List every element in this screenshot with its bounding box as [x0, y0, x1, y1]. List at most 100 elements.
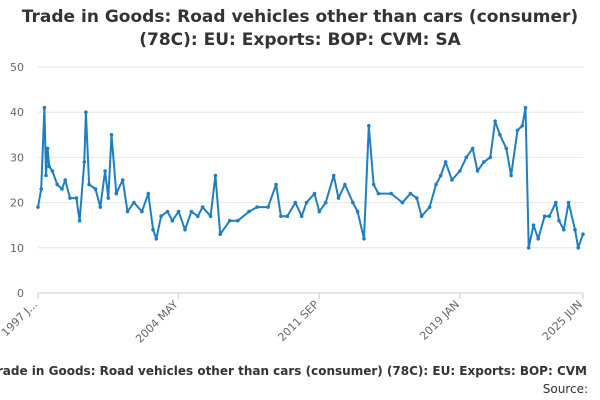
data-point-57	[351, 200, 355, 205]
data-point-39	[218, 232, 222, 236]
data-point-81	[504, 146, 509, 151]
data-point-72	[450, 178, 454, 182]
data-point-13	[82, 160, 87, 164]
data-point-6	[50, 169, 55, 173]
data-point-38	[213, 173, 218, 178]
data-point-2	[42, 105, 47, 110]
legend-caption: Trade in Goods: Road vehicles other than…	[0, 364, 587, 378]
data-point-4	[45, 146, 50, 151]
data-point-95	[573, 227, 577, 232]
data-point-17	[98, 205, 103, 209]
x-tick-label-2: 2011 SEP	[275, 298, 321, 344]
data-point-31	[170, 218, 175, 223]
data-point-70	[439, 173, 443, 178]
data-point-61	[371, 182, 376, 187]
data-point-62	[376, 191, 381, 196]
data-point-26	[146, 191, 151, 196]
data-point-82	[509, 173, 513, 178]
data-point-83	[515, 128, 520, 133]
data-point-34	[189, 209, 194, 214]
data-point-53	[323, 200, 328, 205]
data-point-91	[554, 200, 558, 205]
data-point-92	[557, 218, 561, 223]
data-point-78	[488, 155, 493, 160]
data-point-37	[208, 214, 213, 218]
data-point-54	[331, 173, 336, 178]
chart-title-line-2: (78C): EU: Exports: BOP: CVM: SA	[139, 30, 461, 50]
data-point-86	[526, 246, 531, 250]
data-point-58	[355, 209, 360, 214]
data-point-9	[63, 178, 67, 182]
data-point-10	[68, 196, 72, 200]
data-point-19	[106, 196, 111, 200]
data-point-63	[389, 191, 394, 196]
data-point-32	[176, 209, 181, 214]
data-point-50	[304, 200, 309, 205]
data-point-35	[196, 214, 200, 218]
x-tick-label-0: 1997 J...	[0, 298, 40, 339]
data-point-90	[547, 214, 552, 218]
y-tick-label-0: 0	[17, 287, 24, 300]
data-point-18	[103, 169, 107, 173]
data-point-5	[47, 164, 51, 169]
data-point-77	[482, 160, 486, 164]
data-point-87	[531, 223, 536, 227]
y-tick-label-50: 50	[10, 61, 24, 74]
data-point-27	[151, 227, 155, 232]
data-point-28	[154, 237, 159, 241]
data-point-89	[542, 214, 547, 218]
data-point-73	[458, 169, 462, 173]
x-tick-label-1: 2004 MAY	[133, 298, 181, 346]
data-point-75	[470, 146, 475, 151]
y-tick-label-10: 10	[10, 242, 24, 255]
data-point-20	[109, 133, 114, 137]
data-point-45	[274, 182, 278, 187]
x-tick-label-4: 2025 JUN	[540, 298, 585, 343]
data-point-59	[362, 237, 366, 241]
data-point-65	[408, 191, 413, 196]
data-point-96	[576, 246, 580, 250]
data-point-21	[114, 191, 119, 196]
data-point-15	[87, 182, 91, 187]
data-point-16	[93, 187, 98, 191]
data-point-66	[415, 196, 419, 200]
data-point-68	[427, 205, 432, 209]
data-point-74	[464, 155, 469, 160]
data-point-48	[293, 200, 298, 205]
data-point-41	[236, 218, 240, 223]
data-point-51	[312, 191, 317, 196]
y-tick-label-40: 40	[10, 106, 24, 119]
data-point-93	[562, 227, 566, 232]
data-point-47	[285, 214, 290, 218]
data-point-23	[125, 209, 130, 214]
source-label: Source:	[542, 382, 588, 396]
data-point-11	[74, 196, 79, 200]
data-point-24	[132, 200, 136, 205]
data-point-94	[566, 200, 571, 205]
data-point-76	[475, 169, 480, 173]
data-point-22	[120, 178, 125, 182]
data-point-80	[498, 133, 502, 137]
data-point-67	[419, 214, 424, 218]
data-point-88	[536, 237, 540, 241]
chart-title-line-1: Trade in Goods: Road vehicles other than…	[21, 7, 579, 27]
data-point-33	[183, 227, 187, 232]
data-point-64	[400, 200, 405, 205]
data-point-30	[165, 209, 170, 214]
data-point-97	[581, 232, 585, 236]
data-point-29	[159, 214, 163, 218]
data-point-42	[247, 209, 251, 214]
data-point-44	[266, 205, 270, 209]
data-point-46	[279, 214, 283, 218]
data-point-52	[317, 209, 322, 214]
series-line-0	[37, 106, 584, 249]
data-point-0	[36, 205, 40, 209]
data-point-85	[523, 105, 528, 110]
data-point-40	[228, 218, 232, 223]
data-point-69	[434, 182, 438, 187]
data-point-36	[200, 205, 205, 209]
data-point-43	[255, 205, 259, 209]
data-point-60	[367, 124, 371, 128]
data-point-84	[520, 124, 525, 128]
